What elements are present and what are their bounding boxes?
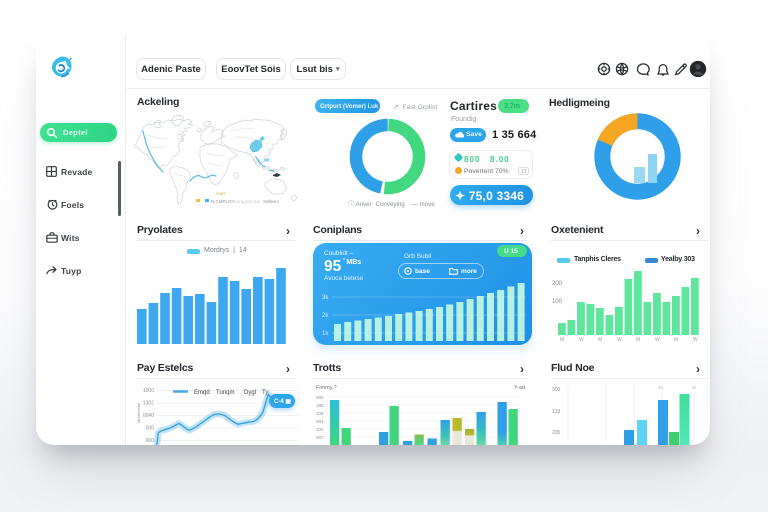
svg-text:1k: 1k: [322, 331, 329, 337]
svg-text:Dygl: Dygl: [244, 390, 256, 396]
svg-text:M: M: [560, 337, 564, 341]
svg-text:105: 105: [316, 411, 324, 416]
svg-text:100: 100: [316, 427, 324, 432]
svg-text:M: M: [598, 337, 602, 341]
svg-text:Choragliztrotin: Choragliztrotin: [231, 199, 261, 204]
svg-text:2k: 2k: [322, 313, 329, 319]
svg-text:084: 084: [316, 419, 324, 424]
svg-text:1302: 1302: [143, 401, 154, 407]
svg-text:900: 900: [146, 438, 155, 444]
svg-text:Emqd: Emqd: [194, 390, 210, 396]
svg-text:W: W: [617, 337, 622, 341]
svg-text:300: 300: [552, 387, 561, 393]
svg-text:W: W: [579, 337, 584, 341]
svg-text:Vops: Vops: [216, 191, 225, 196]
svg-text:N.CMPLG?: N.CMPLG?: [211, 199, 235, 204]
svg-text:205: 205: [552, 430, 561, 436]
svg-text:3k: 3k: [322, 295, 329, 301]
svg-text:087: 087: [316, 435, 324, 440]
svg-text:M: M: [636, 337, 640, 341]
svg-text:M: M: [674, 337, 678, 341]
svg-text:30: 30: [658, 385, 664, 390]
svg-text:W: W: [693, 337, 698, 341]
svg-text:1000: 1000: [143, 388, 154, 394]
svg-text:085: 085: [316, 395, 324, 400]
svg-text:000: 000: [146, 426, 155, 432]
svg-text:W: W: [692, 385, 697, 390]
svg-text:Mudrebeke: Mudrebeke: [136, 402, 141, 423]
svg-text:Tunqm: Tunqm: [216, 390, 234, 396]
svg-text:180: 180: [316, 403, 324, 408]
svg-text:Ty: Ty: [262, 390, 268, 396]
svg-text:W: W: [655, 337, 660, 341]
svg-text:Sellesm: Sellesm: [263, 199, 279, 204]
svg-text:133: 133: [552, 409, 561, 415]
svg-text:0040: 0040: [143, 413, 154, 419]
